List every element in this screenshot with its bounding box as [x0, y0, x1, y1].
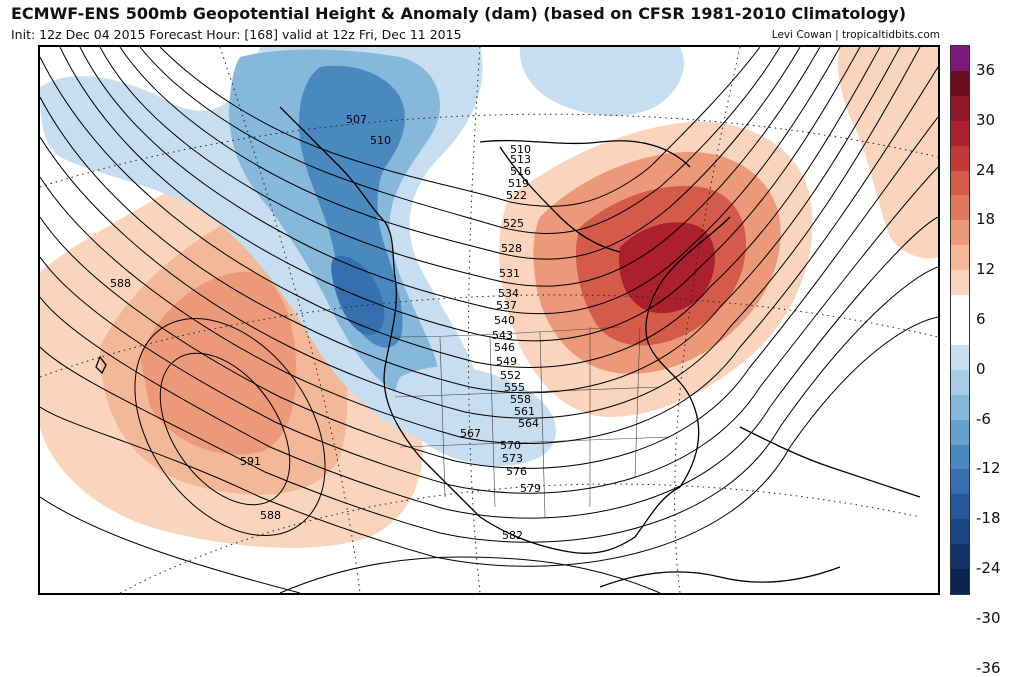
colorbar-segment: [951, 444, 969, 470]
colorbar-labels: 36 30 24 18 12 6 0 -6 -12 -18 -24 -30 -36: [976, 45, 1020, 677]
political-borders: [389, 326, 671, 518]
colorbar-tick-label: -36: [976, 658, 1001, 677]
contour-label: 546: [494, 341, 515, 354]
contour-label: 549: [496, 355, 517, 368]
colorbar-segment: [951, 70, 969, 96]
contour-label: 570: [500, 439, 521, 452]
contour-label: 573: [502, 452, 523, 465]
contour-label: 582: [502, 529, 523, 542]
colorbar-tick-label: 18: [976, 210, 996, 229]
anomaly-negative-arctic: [519, 47, 684, 117]
colorbar-segment: [951, 46, 969, 71]
colorbar-segment: [951, 369, 969, 395]
colorbar-segment: [951, 494, 969, 520]
colorbar-segment: [951, 170, 969, 196]
contour-label: 558: [510, 393, 531, 406]
contour-label: 552: [500, 369, 521, 382]
contour-label: 513: [510, 153, 531, 166]
contour-label: 537: [496, 299, 517, 312]
colorbar-segment: [951, 120, 969, 146]
colorbar-segment: [951, 195, 969, 221]
contour-label: 510: [510, 143, 531, 156]
colorbar-tick-label: 6: [976, 310, 986, 328]
contour-label: 510: [370, 134, 391, 147]
chart-subtitle: Init: 12z Dec 04 2015 Forecast Hour: [16…: [11, 27, 462, 42]
colorbar-tick-label: 36: [976, 60, 996, 79]
colorbar-segment: [951, 394, 969, 420]
colorbar: [950, 45, 970, 595]
chart-credit: Levi Cowan | tropicaltidbits.com: [771, 29, 940, 41]
height-contours: [40, 47, 938, 593]
anomaly-negative-trough-inner: [299, 65, 405, 348]
contour-label: 516: [510, 165, 531, 178]
colorbar-segment: [951, 220, 969, 246]
contour-label: 588: [110, 277, 131, 290]
colorbar-segment: [951, 344, 969, 370]
colorbar-segment: [951, 419, 969, 445]
contour-label: 531: [499, 267, 520, 280]
colorbar-tick-label: -12: [976, 459, 1001, 478]
chart-title: ECMWF-ENS 500mb Geopotential Height & An…: [11, 4, 907, 23]
colorbar-segment: [951, 569, 969, 594]
colorbar-tick-label: -24: [976, 559, 1001, 578]
colorbar-tick-label: 30: [976, 110, 996, 129]
colorbar-segment: [951, 245, 969, 271]
contour-labels: 5075105105135165195225255285315345375405…: [110, 113, 541, 542]
contour-label: 507: [346, 113, 367, 126]
contour-label: 519: [508, 177, 529, 190]
contour-label: 555: [504, 381, 525, 394]
contour-label: 564: [518, 417, 539, 430]
anomaly-positive-atlantic-strip: [838, 47, 938, 259]
contour-label: 579: [520, 482, 541, 495]
contour-label: 561: [514, 405, 535, 418]
map-panel: 507 510 510 513 516 519 522 525 528 531 534 537 540 5…: [38, 45, 940, 595]
colorbar-tick-label: -18: [976, 509, 1001, 528]
colorbar-tick-label: -30: [976, 608, 1001, 627]
contour-label: 591: [240, 455, 261, 468]
colorbar-segment: [951, 270, 969, 296]
map-canvas: 5075105105135165195225255285315345375405…: [40, 47, 938, 593]
contour-label: 576: [506, 465, 527, 478]
colorbar-segment: [951, 145, 969, 171]
colorbar-segment: [951, 519, 969, 545]
colorbar-segment: [951, 319, 969, 345]
colorbar-tick-label: 24: [976, 160, 996, 179]
coastlines: [95, 106, 921, 588]
contour-label: 534: [498, 287, 519, 300]
colorbar-segment: [951, 95, 969, 121]
colorbar-tick-label: 12: [976, 260, 996, 279]
contour-label: 525: [503, 217, 524, 230]
anomaly-negative-plains: [395, 366, 557, 467]
colorbar-tick-label: -6: [976, 409, 991, 428]
contour-label: 588: [260, 509, 281, 522]
colorbar-tick-label: 0: [976, 359, 986, 378]
contour-label: 543: [492, 329, 513, 342]
contour-label: 522: [506, 189, 527, 202]
colorbar-segment: [951, 544, 969, 570]
contour-label: 567: [460, 427, 481, 440]
contour-label: 540: [494, 314, 515, 327]
colorbar-segment: [951, 469, 969, 495]
colorbar-segment: [951, 295, 969, 320]
contour-label: 528: [501, 242, 522, 255]
